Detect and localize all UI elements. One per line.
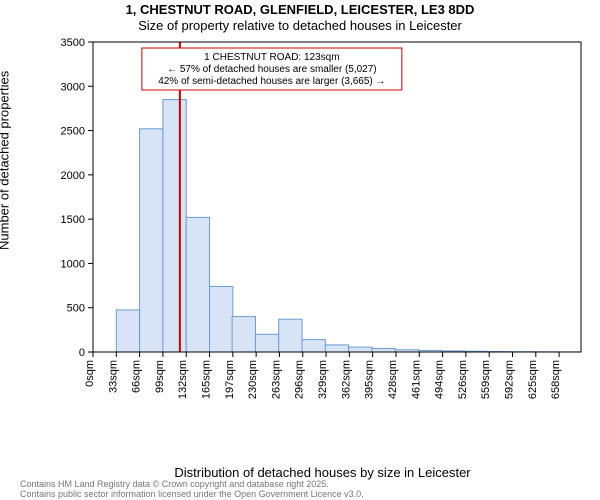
histogram-bar (302, 340, 325, 352)
y-tick-label: 1500 (61, 214, 85, 226)
histogram-bar (232, 317, 255, 352)
x-tick-label: 0sqm (84, 360, 96, 387)
y-tick-label: 3500 (61, 38, 85, 49)
histogram-bar (279, 319, 302, 352)
x-tick-label: 395sqm (364, 360, 376, 399)
x-axis-label: Distribution of detached houses by size … (55, 465, 590, 480)
x-tick-label: 197sqm (224, 360, 236, 399)
x-tick-label: 362sqm (340, 360, 352, 399)
histogram-bar (140, 129, 163, 352)
histogram-bar (372, 348, 395, 352)
x-tick-label: 428sqm (387, 360, 399, 399)
y-tick-label: 2500 (61, 126, 85, 138)
x-tick-label: 592sqm (503, 360, 515, 399)
x-tick-label: 494sqm (434, 360, 446, 399)
x-tick-label: 461sqm (410, 360, 422, 399)
histogram-bar (186, 217, 209, 352)
x-tick-label: 526sqm (457, 360, 469, 399)
histogram-bar (325, 345, 348, 352)
histogram-bar (163, 100, 186, 352)
histogram-bar (210, 286, 233, 352)
x-tick-label: 99sqm (154, 360, 166, 393)
annotation-line: ← 57% of detached houses are smaller (5,… (167, 64, 377, 75)
y-axis-label: Number of detached properties (0, 71, 12, 250)
y-tick-label: 2000 (61, 170, 85, 182)
page-subtitle: Size of property relative to detached ho… (0, 18, 600, 33)
x-tick-label: 658sqm (550, 360, 562, 399)
x-tick-label: 66sqm (131, 360, 143, 393)
x-tick-label: 132sqm (177, 360, 189, 399)
x-tick-label: 625sqm (527, 360, 539, 399)
x-tick-label: 165sqm (201, 360, 213, 399)
histogram-bar (116, 310, 139, 352)
x-tick-label: 33sqm (107, 360, 119, 393)
x-tick-label: 296sqm (294, 360, 306, 399)
histogram-bar (255, 334, 278, 352)
page-title: 1, CHESTNUT ROAD, GLENFIELD, LEICESTER, … (0, 2, 600, 17)
annotation-line: 1 CHESTNUT ROAD: 123sqm (204, 52, 339, 63)
annotation-line: 42% of semi-detached houses are larger (… (158, 76, 385, 87)
x-tick-label: 230sqm (247, 360, 259, 399)
y-tick-label: 3000 (61, 81, 85, 93)
histogram-chart: 0 500 1000 1500 2000 2500 3000 3500 0sqm 33sqm 66s… (55, 38, 585, 408)
x-tick-label: 559sqm (480, 360, 492, 399)
footer-line-2: Contains public sector information licen… (20, 490, 364, 500)
footer-credits: Contains HM Land Registry data © Crown c… (20, 480, 364, 500)
y-tick-label: 500 (67, 303, 85, 315)
x-tick-label: 263sqm (270, 360, 282, 399)
x-tick-label: 329sqm (317, 360, 329, 399)
y-tick-label: 0 (79, 347, 85, 359)
y-tick-label: 1000 (61, 258, 85, 270)
histogram-bar (349, 347, 372, 352)
